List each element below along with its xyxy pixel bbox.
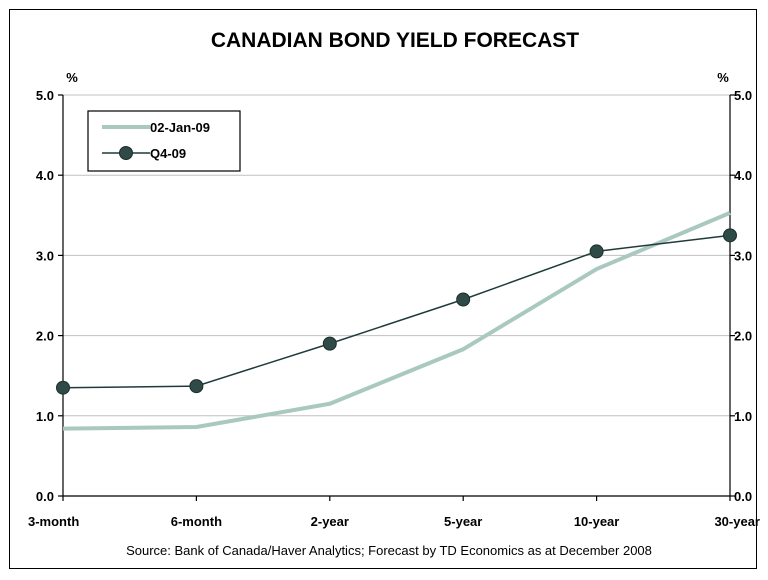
y-tick-label-right: 0.0 <box>734 489 752 504</box>
x-tick-label: 3-month <box>28 514 79 529</box>
y-tick-label-left: 3.0 <box>36 248 54 263</box>
y-tick-label-right: 5.0 <box>734 88 752 103</box>
y-unit-right: % <box>717 70 729 85</box>
axes <box>58 94 735 501</box>
gridlines <box>63 94 730 417</box>
legend-label-q4-09: Q4-09 <box>150 146 186 161</box>
y-tick-label-right: 4.0 <box>734 168 752 183</box>
series-group <box>56 211 737 431</box>
legend-box <box>87 110 241 172</box>
y-tick-label-right: 2.0 <box>734 329 752 344</box>
y-tick-label-left: 0.0 <box>36 489 54 504</box>
series-line-q4-09 <box>62 234 731 389</box>
y-tick-label-left: 4.0 <box>36 168 54 183</box>
data-point <box>589 244 604 259</box>
legend: 02-Jan-09 Q4-09 <box>87 110 241 172</box>
source-note: Source: Bank of Canada/Haver Analytics; … <box>126 543 652 558</box>
chart-frame <box>9 9 757 569</box>
series-line-02-jan-09 <box>62 211 731 431</box>
x-tick-label: 10-year <box>574 514 620 529</box>
x-tick-label: 5-year <box>444 514 482 529</box>
x-tick-labels: 3-month 6-month 2-year 5-year 10-year 30-year <box>28 514 760 529</box>
legend-label-02-jan-09: 02-Jan-09 <box>150 120 210 135</box>
x-tick-label: 6-month <box>171 514 222 529</box>
data-point <box>456 292 471 307</box>
data-point <box>322 336 337 351</box>
data-point <box>723 228 737 243</box>
y-tick-label-left: 1.0 <box>36 409 54 424</box>
chart-title: CANADIAN BOND YIELD FORECAST <box>211 29 579 52</box>
y-tick-labels: 0.0 0.0 1.0 1.0 2.0 2.0 3.0 3.0 4.0 4.0 5.0 5.0 <box>36 88 752 504</box>
data-point <box>189 379 204 394</box>
y-tick-label-left: 5.0 <box>36 88 54 103</box>
y-tick-label-right: 1.0 <box>734 409 752 424</box>
y-tick-label-right: 3.0 <box>734 248 752 263</box>
legend-marker-q4-09 <box>119 146 133 160</box>
y-tick-label-left: 2.0 <box>36 329 54 344</box>
y-unit-left: % <box>66 70 78 85</box>
x-tick-label: 2-year <box>311 514 349 529</box>
data-point <box>56 380 70 395</box>
x-tick-label: 30-year <box>714 514 760 529</box>
